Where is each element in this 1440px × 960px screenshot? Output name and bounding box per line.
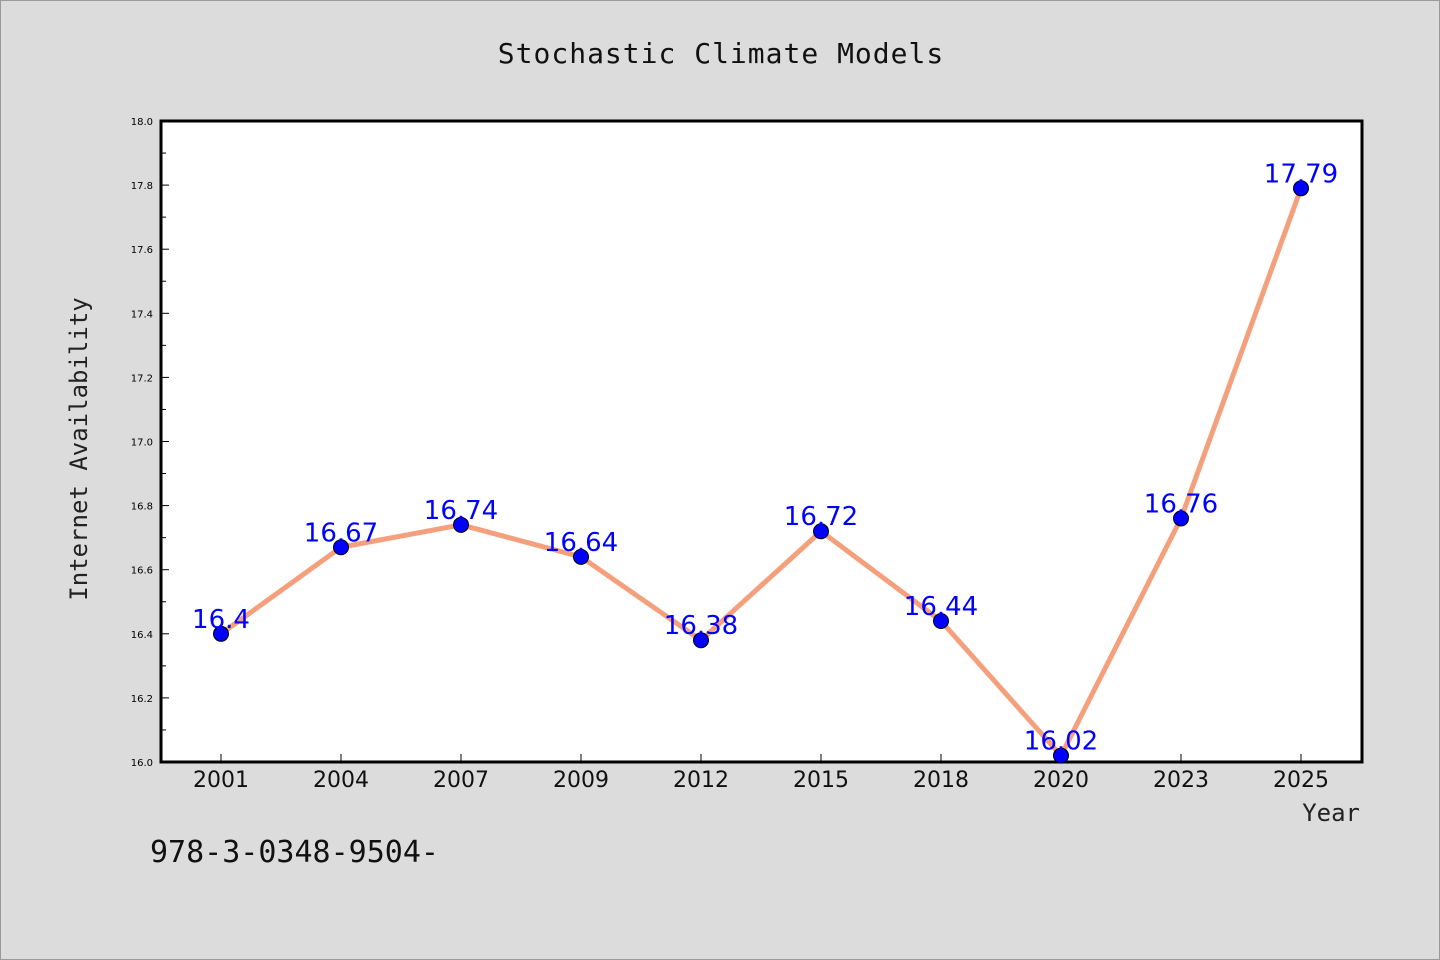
plot-area	[159, 119, 1364, 764]
chart-title: Stochastic Climate Models	[497, 37, 945, 70]
data-label: 17.79	[1264, 159, 1338, 189]
data-point	[453, 516, 469, 533]
x-tick-label: 2009	[553, 768, 609, 793]
y-tick-label: 16.0	[131, 758, 153, 769]
data-label: 16.67	[304, 518, 378, 548]
x-tick-label: 2018	[913, 768, 969, 793]
data-label: 16.74	[424, 496, 498, 526]
y-tick-label: 17.0	[131, 438, 153, 449]
data-labels: 16.4 16.67 16.74 16.64 16.38 16.72 16.44 16.02 1…	[192, 159, 1338, 756]
data-label: 16.4	[192, 605, 250, 635]
y-tick-label: 17.8	[131, 181, 153, 192]
x-tick-label: 2025	[1273, 768, 1329, 793]
data-label: 16.72	[784, 502, 858, 532]
data-label: 16.76	[1144, 489, 1218, 519]
data-point	[933, 612, 949, 629]
series-points	[213, 180, 1309, 764]
y-tick-label: 16.2	[131, 694, 153, 705]
series-line	[218, 185, 1304, 759]
x-tick-label: 2023	[1153, 768, 1209, 793]
data-point	[813, 523, 829, 540]
x-tick-label: 2001	[193, 768, 249, 793]
data-point	[213, 625, 229, 642]
footer-code: 978-3-0348-9504-	[150, 835, 439, 870]
y-tick-label: 17.4	[131, 309, 153, 320]
data-point	[333, 539, 349, 556]
data-point	[573, 548, 589, 565]
data-label: 16.38	[664, 611, 738, 641]
y-tick-label: 18.0	[131, 117, 153, 128]
data-point	[1053, 747, 1069, 764]
data-point	[1293, 180, 1309, 197]
x-tick-label: 2004	[313, 768, 369, 793]
data-label: 16.02	[1024, 727, 1098, 757]
data-point	[693, 632, 709, 649]
x-tick-label: 2007	[433, 768, 489, 793]
series-polyline	[218, 185, 1304, 759]
y-tick-label: 16.8	[131, 502, 153, 513]
y-axis-label: Internet Availability	[65, 297, 93, 600]
y-tick-label: 16.4	[131, 630, 153, 641]
y-axis: 16.0 16.2 16.4 16.6 16.8 17.0 17.2 17.4 17.6 17.8…	[131, 117, 169, 769]
x-tick-label: 2015	[793, 768, 849, 793]
x-axis: 2001 2004 2007 2009 2012 2015 2018 2020 2023 2025	[193, 754, 1329, 793]
data-label: 16.44	[904, 592, 978, 622]
data-point	[1173, 510, 1189, 527]
x-tick-label: 2020	[1033, 768, 1089, 793]
y-tick-label: 17.2	[131, 373, 153, 384]
x-tick-label: 2012	[673, 768, 729, 793]
y-tick-label: 16.6	[131, 566, 153, 577]
y-tick-label: 17.6	[131, 245, 153, 256]
data-label: 16.64	[544, 528, 618, 558]
x-axis-label: Year	[1302, 799, 1360, 827]
